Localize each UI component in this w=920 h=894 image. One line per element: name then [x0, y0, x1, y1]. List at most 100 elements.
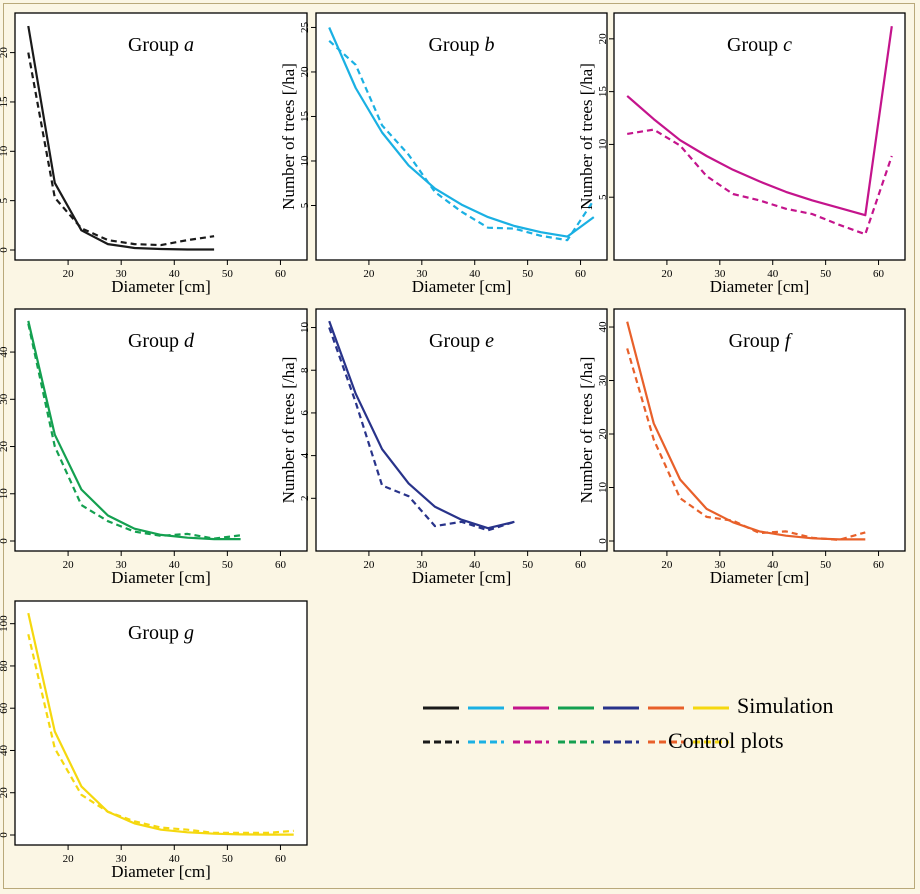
- x-tick-label-b-60: 60: [575, 268, 587, 280]
- y-tick-label-g-40: 40: [0, 744, 10, 756]
- x-tick-label-d-30: 30: [116, 559, 128, 571]
- y-tick-label-c-10: 10: [597, 138, 609, 150]
- chart-panel-c: Group c 20 30 40 50 60 Diameter [cm] 5 10 15 20 Num…: [577, 12, 906, 296]
- y-tick-label-f-0: 0: [597, 538, 609, 544]
- x-tick-label-b-20: 20: [363, 268, 375, 280]
- x-tick-label-e-20: 20: [363, 559, 375, 571]
- y-tick-label-d-40: 40: [0, 346, 10, 358]
- x-tick-label-e-30: 30: [416, 559, 428, 571]
- legend-control-label: Control plots: [668, 728, 784, 753]
- y-tick-label-b-15: 15: [299, 110, 311, 122]
- x-axis-title-c: Diameter [cm]: [710, 277, 810, 296]
- x-tick-label-a-60: 60: [275, 268, 287, 280]
- simulation-line-b: [328, 27, 595, 238]
- legend: Simulation Control plots: [423, 693, 834, 753]
- simulation-line-a: [27, 25, 215, 251]
- y-tick-label-e-8: 8: [299, 367, 311, 373]
- x-tick-label-g-50: 50: [222, 853, 234, 865]
- y-tick-label-d-30: 30: [0, 393, 10, 405]
- y-axis-title-b: Number of trees [/ha]: [279, 63, 298, 210]
- panel-title-c: Group c: [727, 34, 792, 56]
- panel-title-g: Group g: [128, 622, 194, 644]
- y-tick-label-a-5: 5: [0, 197, 10, 203]
- y-tick-label-b-5: 5: [299, 202, 311, 208]
- x-tick-label-d-40: 40: [169, 559, 181, 571]
- x-tick-label-f-40: 40: [767, 559, 779, 571]
- x-tick-label-a-30: 30: [116, 268, 128, 280]
- x-tick-label-c-30: 30: [714, 268, 726, 280]
- y-tick-label-d-10: 10: [0, 488, 10, 500]
- plot-area-a: [14, 12, 308, 261]
- x-axis-title-b: Diameter [cm]: [412, 277, 512, 296]
- panel-title-f: Group f: [729, 330, 793, 352]
- chart-panel-g: Group g 20 30 40 50 60 Diameter [cm] 0 20 40 60 80 1…: [0, 600, 308, 881]
- simulation-line-g: [27, 612, 294, 836]
- x-axis-title-f: Diameter [cm]: [710, 568, 810, 587]
- y-tick-label-g-0: 0: [0, 832, 10, 838]
- y-tick-label-f-20: 20: [597, 428, 609, 440]
- x-tick-label-e-50: 50: [522, 559, 534, 571]
- y-tick-label-f-30: 30: [597, 375, 609, 387]
- plot-area-f: [613, 308, 906, 552]
- panel-title-e: Group e: [429, 330, 494, 352]
- y-tick-label-a-10: 10: [0, 145, 10, 157]
- x-tick-label-e-60: 60: [575, 559, 587, 571]
- x-tick-label-a-40: 40: [169, 268, 181, 280]
- x-tick-label-f-50: 50: [820, 559, 832, 571]
- y-tick-label-g-80: 80: [0, 660, 10, 672]
- y-tick-label-d-0: 0: [0, 538, 10, 544]
- y-tick-label-g-60: 60: [0, 702, 10, 714]
- control-plots-line-e: [328, 327, 515, 532]
- plot-area-b: [315, 12, 608, 261]
- x-axis-title-g: Diameter [cm]: [111, 862, 211, 881]
- x-tick-label-b-40: 40: [469, 268, 481, 280]
- simulation-line-c: [626, 26, 893, 217]
- x-tick-label-c-50: 50: [820, 268, 832, 280]
- x-tick-label-d-60: 60: [275, 559, 287, 571]
- simulation-line-e: [328, 320, 515, 530]
- plot-area-e: [315, 308, 608, 552]
- x-tick-label-a-20: 20: [63, 268, 75, 280]
- x-axis-title-a: Diameter [cm]: [111, 277, 211, 296]
- x-tick-label-b-30: 30: [416, 268, 428, 280]
- figure-frame: [3, 3, 915, 889]
- y-tick-label-e-10: 10: [299, 322, 311, 334]
- y-tick-label-g-20: 20: [0, 787, 10, 799]
- x-tick-label-f-30: 30: [714, 559, 726, 571]
- chart-panel-d: Group d 20 30 40 50 60 Diameter [cm] 0 10 20 30 40 N…: [0, 308, 308, 587]
- control-plots-line-d: [27, 323, 241, 540]
- x-tick-label-e-40: 40: [469, 559, 481, 571]
- y-tick-label-f-40: 40: [597, 321, 609, 333]
- panel-title-a: Group a: [128, 34, 194, 56]
- y-tick-label-a-20: 20: [0, 47, 10, 59]
- y-tick-label-a-15: 15: [0, 96, 10, 108]
- control-plots-line-b: [328, 39, 595, 242]
- y-tick-label-b-20: 20: [299, 66, 311, 78]
- y-tick-label-e-2: 2: [299, 496, 311, 502]
- control-plots-line-f: [626, 348, 866, 541]
- y-tick-label-c-15: 15: [597, 86, 609, 98]
- x-tick-label-g-40: 40: [169, 853, 181, 865]
- y-tick-label-d-20: 20: [0, 441, 10, 453]
- simulation-line-d: [27, 320, 241, 541]
- control-plots-line-a: [27, 52, 215, 247]
- y-tick-label-c-5: 5: [597, 194, 609, 200]
- y-axis-title-e: Number of trees [/ha]: [279, 357, 298, 504]
- y-tick-label-c-20: 20: [597, 33, 609, 45]
- x-tick-label-f-60: 60: [873, 559, 885, 571]
- y-tick-label-g-100: 100: [0, 615, 10, 632]
- panel-title-b: Group b: [428, 34, 494, 56]
- y-axis-title-c: Number of trees [/ha]: [577, 63, 596, 210]
- legend-simulation-label: Simulation: [737, 693, 834, 718]
- x-tick-label-g-30: 30: [116, 853, 128, 865]
- chart-panel-f: Group f 20 30 40 50 60 Diameter [cm] 0 10 20 30 40 N…: [577, 308, 906, 587]
- control-plots-line-g: [27, 633, 294, 834]
- x-tick-label-d-50: 50: [222, 559, 234, 571]
- x-axis-title-d: Diameter [cm]: [111, 568, 211, 587]
- x-tick-label-c-40: 40: [767, 268, 779, 280]
- y-axis-title-f: Number of trees [/ha]: [577, 357, 596, 504]
- x-tick-label-g-20: 20: [63, 853, 75, 865]
